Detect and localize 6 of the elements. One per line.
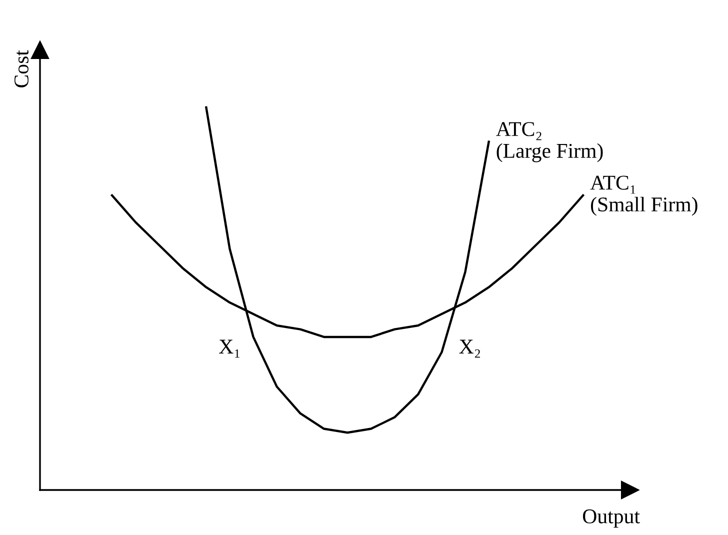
x-axis-title: Output — [582, 509, 640, 528]
series-label: ATC₁ (Small Firm) — [590, 176, 698, 216]
annotation: X₂ — [459, 340, 480, 358]
series-label: ATC₂ (Large Firm) — [496, 122, 603, 162]
y-axis-title: Cost — [14, 50, 28, 88]
annotation: X₁ — [219, 340, 240, 358]
